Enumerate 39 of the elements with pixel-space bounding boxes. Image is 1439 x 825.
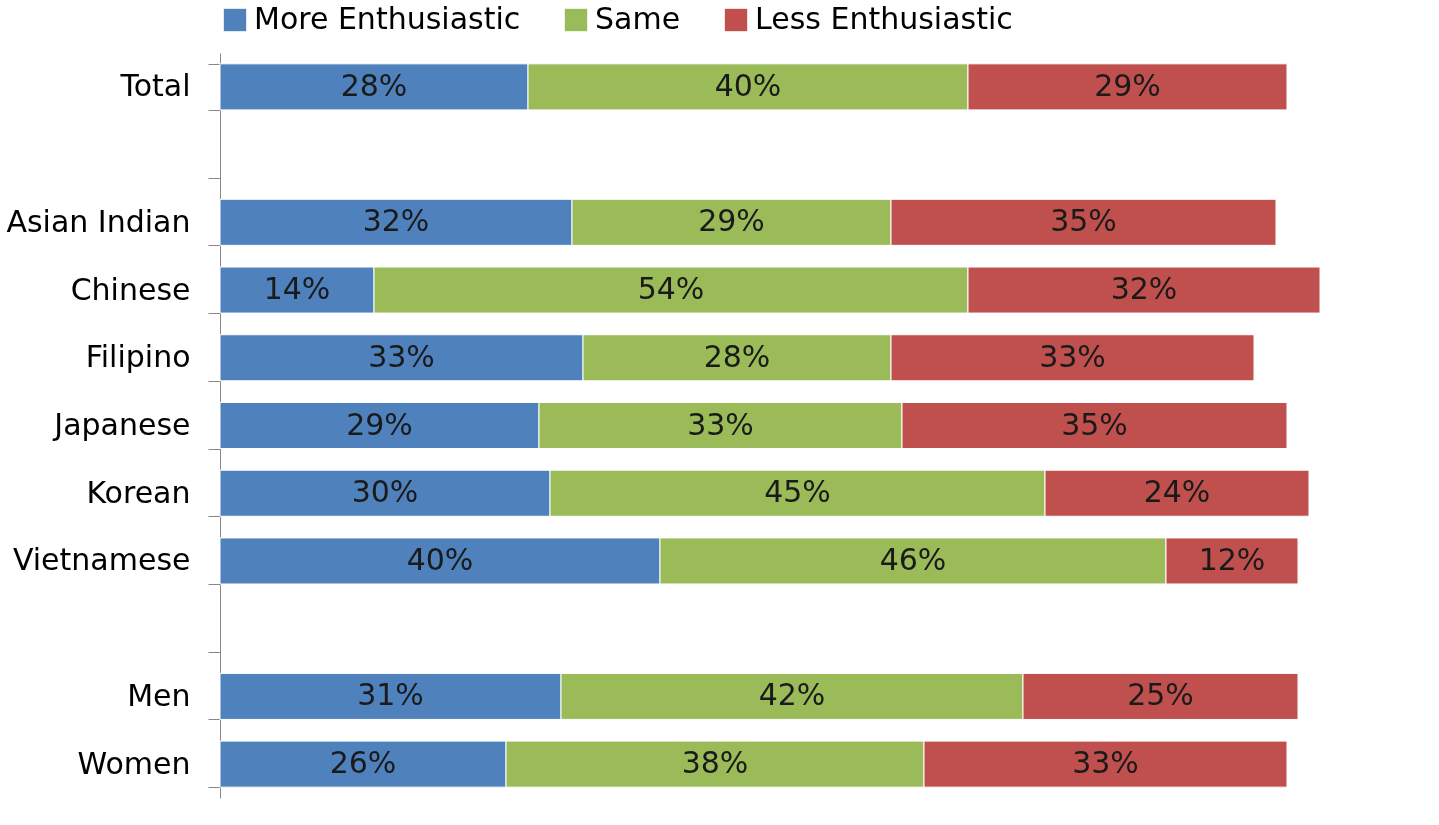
data-label: 40% (406, 541, 474, 577)
data-label: 33% (368, 338, 435, 374)
y-tick-label: Filipino (85, 339, 191, 375)
data-label: 33% (687, 406, 754, 442)
y-tick-label: Korean (86, 474, 191, 510)
data-label: 33% (1039, 338, 1106, 374)
data-label: 28% (703, 338, 771, 374)
data-label: 28% (340, 67, 408, 103)
data-label: 24% (1143, 474, 1211, 510)
y-tick-label: Women (77, 745, 191, 781)
data-label: 46% (879, 541, 947, 577)
data-label: 35% (1061, 406, 1128, 442)
data-label: 45% (764, 474, 831, 510)
data-label: 14% (263, 271, 331, 307)
data-label: 29% (1094, 67, 1161, 103)
y-tick-label: Total (119, 68, 191, 104)
y-tick-label: Chinese (70, 271, 191, 307)
data-label: 35% (1050, 203, 1117, 239)
y-tick-label: Men (127, 677, 191, 713)
legend-label: More Enthusiastic (254, 1, 521, 36)
data-label: 25% (1127, 677, 1194, 713)
data-label: 32% (362, 203, 430, 239)
data-label: 42% (758, 677, 826, 713)
data-label: 31% (357, 677, 424, 713)
data-label: 54% (637, 271, 705, 307)
data-label: 29% (346, 406, 413, 442)
data-label: 30% (351, 474, 419, 510)
data-label: 12% (1198, 541, 1266, 577)
y-tick-label: Japanese (52, 407, 191, 442)
data-label: 38% (681, 745, 749, 781)
data-label: 33% (1072, 745, 1139, 781)
data-label: 40% (714, 67, 782, 103)
legend-label: Less Enthusiastic (755, 1, 1013, 36)
data-label: 29% (698, 203, 765, 239)
data-label: 26% (329, 745, 397, 781)
y-tick-label: Asian Indian (6, 203, 191, 239)
y-tick-label: Vietnamese (12, 542, 191, 578)
data-label: 32% (1110, 271, 1178, 307)
legend-label: Same (595, 1, 681, 36)
